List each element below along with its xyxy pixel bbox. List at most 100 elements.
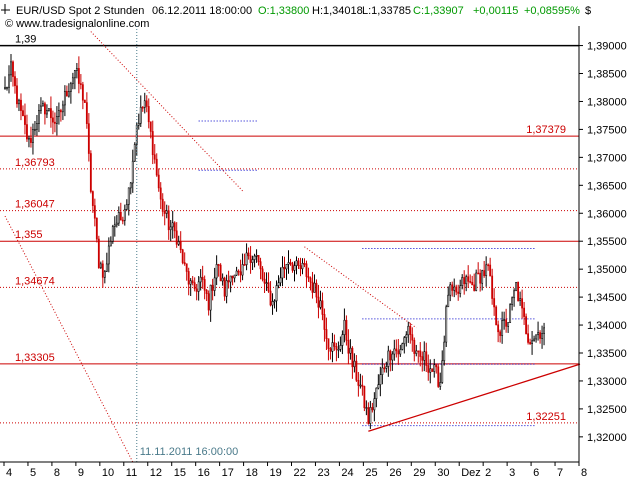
candle-body	[447, 294, 450, 308]
candle	[103, 270, 106, 284]
candle	[137, 113, 140, 130]
candle-body	[349, 347, 352, 354]
candle-body	[411, 334, 414, 341]
candle	[243, 253, 246, 266]
x-tick-label: 23	[317, 467, 329, 479]
candle	[131, 149, 134, 193]
candle	[337, 341, 340, 359]
candle-body	[249, 255, 252, 263]
candle-body	[14, 76, 16, 87]
candle	[273, 299, 276, 309]
x-tick-label: 30	[437, 467, 449, 479]
candle-body	[241, 264, 244, 276]
candle	[18, 98, 20, 112]
candle-body	[61, 104, 64, 113]
candle-body	[493, 298, 496, 308]
candle	[239, 259, 242, 283]
candle-body	[311, 281, 314, 293]
candle	[289, 258, 292, 266]
candle	[201, 265, 204, 289]
candle	[513, 288, 516, 307]
candle-body	[277, 282, 280, 286]
candle	[263, 272, 266, 294]
candle-body	[291, 263, 294, 271]
candle	[10, 54, 12, 82]
candle-body	[28, 137, 30, 140]
candle-body	[201, 276, 204, 280]
candle	[365, 400, 368, 416]
trendline	[90, 31, 243, 192]
candle-body	[195, 288, 198, 292]
candle-body	[483, 270, 486, 277]
candle	[267, 272, 270, 293]
candle	[57, 102, 60, 125]
candle	[279, 267, 282, 287]
candle-body	[401, 343, 404, 350]
candle	[135, 122, 138, 156]
candle-body	[273, 300, 276, 303]
candle-body	[38, 109, 40, 124]
candle	[213, 267, 216, 297]
candle-body	[48, 108, 50, 111]
candle-body	[75, 68, 78, 71]
candle	[445, 304, 448, 347]
candle-body	[495, 306, 498, 326]
candle-body	[49, 108, 52, 119]
candle-body	[329, 348, 332, 352]
candle-body	[433, 364, 436, 372]
candle	[147, 98, 150, 129]
candle	[343, 308, 346, 343]
candle-body	[327, 338, 330, 349]
candle	[519, 291, 522, 306]
candle-body	[193, 282, 196, 290]
y-tick-label: 1,37500	[587, 124, 627, 136]
candle-body	[165, 210, 168, 214]
candle-body	[99, 263, 102, 269]
candle-body	[89, 153, 92, 192]
candle	[379, 366, 382, 397]
candle-body	[111, 226, 114, 242]
candle-body	[395, 348, 398, 352]
candle	[467, 265, 470, 288]
candle-body	[40, 105, 42, 111]
candle-body	[443, 341, 446, 362]
candle-body	[51, 117, 54, 123]
candle-body	[257, 255, 260, 262]
candle-body	[101, 263, 104, 278]
candle	[487, 263, 490, 271]
candle	[167, 205, 170, 240]
candle	[16, 78, 18, 108]
level-label: 1,39	[15, 34, 36, 46]
candle	[49, 96, 52, 128]
candle-body	[16, 85, 18, 105]
trendlines	[4, 31, 581, 463]
candle-body	[363, 386, 366, 409]
candle-body	[53, 121, 56, 124]
candle	[369, 400, 372, 429]
candle	[95, 217, 98, 243]
cursor-cross-icon[interactable]	[1, 4, 10, 14]
candle	[359, 373, 362, 389]
candle	[471, 275, 474, 286]
y-tick-label: 1,38500	[587, 69, 627, 81]
candle-body	[513, 290, 516, 299]
candle-body	[333, 342, 336, 347]
candle-body	[119, 211, 122, 221]
candle-body	[325, 329, 328, 339]
y-tick-label: 1,33000	[587, 376, 627, 388]
candle-body	[169, 226, 172, 231]
candle	[449, 282, 452, 302]
candle	[51, 110, 54, 135]
y-tick-label: 1,38000	[587, 96, 627, 108]
candle-body	[173, 222, 176, 232]
candle	[489, 257, 492, 277]
x-tick-label: 3	[509, 467, 515, 479]
candle	[529, 338, 532, 346]
candle	[477, 262, 480, 275]
candle	[111, 224, 114, 244]
candle-body	[441, 360, 444, 383]
candle	[391, 351, 394, 371]
candle	[523, 301, 526, 325]
candle	[525, 313, 528, 335]
